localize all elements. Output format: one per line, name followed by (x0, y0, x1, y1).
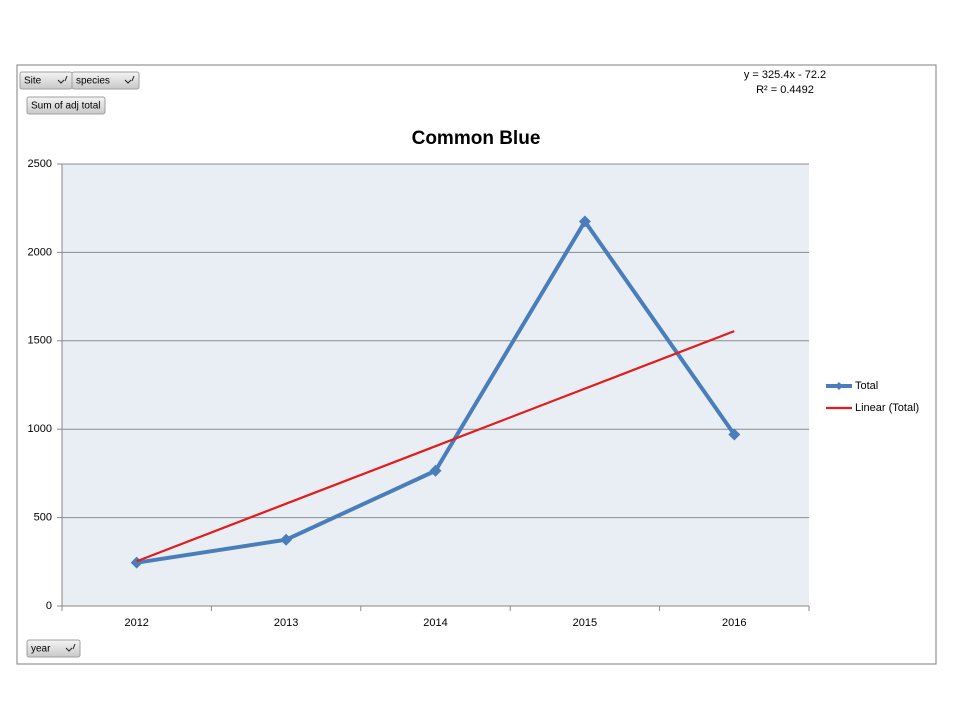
pivot-button-bg (71, 71, 140, 90)
x-tick-label: 2013 (274, 617, 298, 629)
chart-title: Common Blue (412, 128, 541, 149)
data-point (429, 464, 442, 477)
y-tick-label: 2500 (28, 158, 52, 170)
data-point (578, 215, 591, 228)
pivot-button-label: species (76, 76, 110, 87)
data-point (728, 428, 741, 441)
dropdown-icon (65, 643, 76, 652)
y-tick-label: 1500 (28, 335, 52, 347)
legend-label: Total (855, 380, 878, 392)
legend-marker (835, 382, 843, 390)
pivot-button[interactable]: species (71, 71, 140, 90)
pivot-button-label: Sum of adj total (31, 101, 100, 112)
dropdown-icon (124, 75, 135, 84)
pivot-button-label: Site (24, 76, 42, 87)
pivot-button-bg (26, 639, 81, 658)
x-tick-label: 2016 (722, 617, 746, 629)
y-tick-label: 1000 (28, 423, 52, 435)
y-tick-label: 500 (34, 512, 52, 524)
y-tick-label: 0 (46, 600, 52, 612)
data-point (280, 533, 293, 546)
x-tick-label: 2015 (573, 617, 597, 629)
pivot-button-label: year (31, 644, 51, 655)
plot-area (62, 164, 809, 606)
y-tick-label: 2000 (28, 246, 52, 258)
pivot-button-bg (26, 96, 106, 115)
series-line (136, 330, 735, 563)
trend-r-squared: R² = 0.4492 (756, 84, 814, 96)
x-tick-label: 2014 (423, 617, 447, 629)
dropdown-icon (57, 75, 68, 84)
x-tick-label: 2012 (124, 617, 148, 629)
pivot-button[interactable]: year (26, 639, 81, 658)
legend-label: Linear (Total) (855, 402, 919, 414)
pivot-button[interactable]: Site (19, 71, 73, 90)
trend-equation: y = 325.4x - 72.2 (744, 69, 826, 81)
pivot-button[interactable]: Sum of adj total (26, 96, 106, 115)
